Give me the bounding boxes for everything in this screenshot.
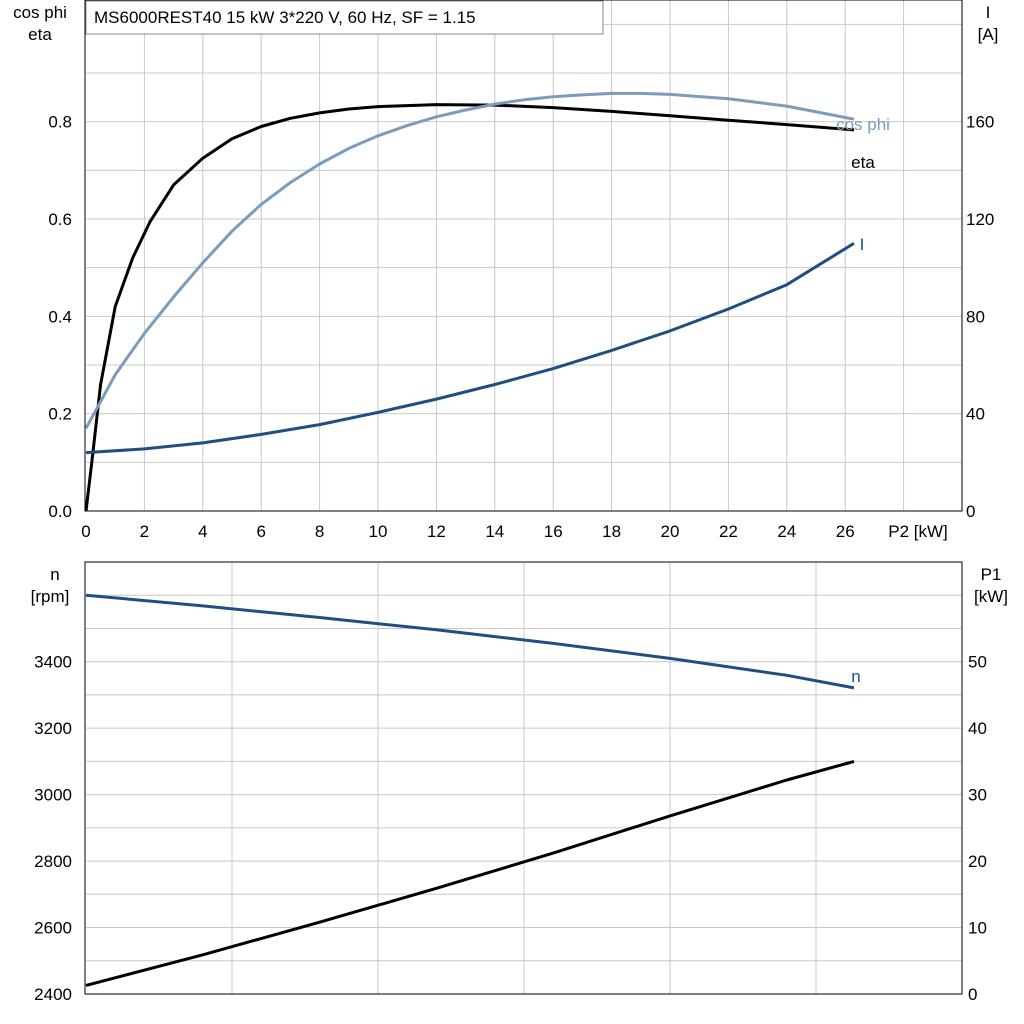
bottom-right-tick-5: 50 [968,653,987,672]
top-x-tick-6: 12 [427,522,446,541]
bottom-chart-grid [86,562,962,994]
bottom-left-tick-0: 2400 [34,985,72,1004]
bottom-left-axis-title-line1: n [50,565,59,584]
top-x-tick-8: 16 [544,522,563,541]
top-x-tick-3: 6 [256,522,265,541]
top-x-tick-5: 10 [369,522,388,541]
chart-title-box [85,0,604,35]
bottom-right-tick-1: 10 [968,919,987,938]
series-line-n [85,593,855,690]
bottom-right-tick-labels: 0 10 20 30 40 50 [968,653,987,1004]
bottom-left-axis-title-line2: [rpm] [31,587,70,606]
top-left-tick-2: 0.4 [48,307,72,326]
top-series-labels: eta cos phi I [836,115,890,254]
bottom-right-axis-title-line1: P1 [981,565,1002,584]
bottom-right-tick-4: 40 [968,719,987,738]
series-line-cos-phi [84,91,855,430]
bottom-left-tick-3: 3000 [34,786,72,805]
top-left-axis-title-line2: eta [28,25,52,44]
top-right-tick-3: 120 [966,210,994,229]
top-left-axis-title-line1: cos phi [13,3,67,22]
top-chart-frame [84,0,963,512]
top-x-tick-1: 2 [140,522,149,541]
top-chart-series [84,91,855,512]
top-left-tick-3: 0.6 [48,210,72,229]
bottom-left-tick-labels: 2400 2600 2800 3000 3200 3400 [34,653,72,1004]
top-right-tick-4: 160 [966,113,994,132]
series-line-i [85,242,855,455]
top-right-tick-labels: 0 40 80 120 160 [966,113,994,521]
top-right-tick-0: 0 [966,502,975,521]
top-x-tick-4: 8 [315,522,324,541]
series-line-p1 [85,759,855,987]
top-x-tick-12: 24 [777,522,796,541]
top-x-tick-7: 14 [485,522,504,541]
bottom-left-tick-4: 3200 [34,719,72,738]
bottom-right-tick-2: 20 [968,852,987,871]
top-right-tick-2: 80 [966,307,985,326]
top-chart-grid [86,0,962,511]
top-left-tick-0: 0.0 [48,502,72,521]
top-x-axis-title: P2 [kW] [888,522,948,541]
top-left-tick-1: 0.2 [48,405,72,424]
bottom-chart-series [85,593,855,987]
top-left-tick-4: 0.8 [48,113,72,132]
bottom-left-tick-5: 3400 [34,653,72,672]
bottom-chart-frame [84,561,963,995]
bottom-right-tick-0: 0 [968,985,977,1004]
top-x-tick-10: 20 [661,522,680,541]
bottom-left-tick-1: 2600 [34,919,72,938]
chart-title: MS6000REST40 15 kW 3*220 V, 60 Hz, SF = … [94,8,476,27]
top-right-axis-title-line1: I [986,3,991,22]
bottom-right-axis-title-line2: [kW] [974,587,1008,606]
top-right-axis-title-line2: [A] [978,25,999,44]
top-x-tick-2: 4 [198,522,207,541]
bottom-series-labels: n [851,667,860,686]
series-label-n: n [851,667,860,686]
top-right-tick-1: 40 [966,405,985,424]
top-x-tick-labels: 0 2 4 6 8 10 12 14 16 18 20 22 24 26 [81,522,854,541]
top-x-tick-9: 18 [602,522,621,541]
top-x-tick-11: 22 [719,522,738,541]
series-label-i: I [860,235,865,254]
bottom-left-tick-2: 2800 [34,852,72,871]
series-line-eta [84,103,855,512]
series-label-cos-phi: cos phi [836,115,890,134]
series-label-eta: eta [851,153,875,172]
top-x-tick-13: 26 [836,522,855,541]
top-left-tick-labels: 0.0 0.2 0.4 0.6 0.8 [48,113,72,521]
top-x-tick-0: 0 [81,522,90,541]
bottom-right-tick-3: 30 [968,786,987,805]
